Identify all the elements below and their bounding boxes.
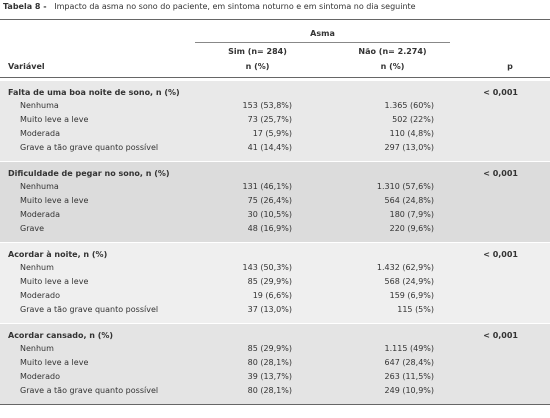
p-value: < 0,001 bbox=[483, 169, 518, 178]
cell-nao: 110 (4,8%) bbox=[389, 129, 434, 138]
cell-sim: 80 (28,1%) bbox=[247, 358, 292, 367]
col-header: p bbox=[507, 62, 513, 71]
section-background bbox=[0, 243, 550, 323]
row-label: Nenhum bbox=[20, 263, 54, 272]
cell-nao: 115 (5%) bbox=[397, 305, 434, 314]
cell-nao: 297 (13,0%) bbox=[384, 143, 434, 152]
cell-sim: 19 (6,6%) bbox=[252, 291, 292, 300]
cell-nao: 1.365 (60%) bbox=[384, 101, 434, 110]
cell-nao: 1.432 (62,9%) bbox=[376, 263, 434, 272]
cell-sim: 85 (29,9%) bbox=[247, 344, 292, 353]
rule bbox=[0, 77, 550, 78]
row-label: Muito leve a leve bbox=[20, 196, 89, 205]
cell-nao: 220 (9,6%) bbox=[389, 224, 434, 233]
caption-label: Tabela 8 - bbox=[3, 2, 47, 11]
row-label: Nenhuma bbox=[20, 182, 59, 191]
cell-sim: 73 (25,7%) bbox=[247, 115, 292, 124]
cell-nao: 647 (28,4%) bbox=[384, 358, 434, 367]
section-title: Acordar cansado, n (%) bbox=[8, 331, 114, 340]
col-header: Não (n= 2.274) bbox=[358, 47, 427, 56]
p-value: < 0,001 bbox=[483, 88, 518, 97]
cell-nao: 568 (24,9%) bbox=[384, 277, 434, 286]
rule bbox=[0, 404, 550, 405]
cell-sim: 80 (28,1%) bbox=[247, 386, 292, 395]
cell-nao: 263 (11,5%) bbox=[384, 372, 434, 381]
col-header: Sim (n= 284) bbox=[228, 47, 287, 56]
section-background bbox=[0, 324, 550, 404]
section-background bbox=[0, 162, 550, 242]
row-label: Moderada bbox=[20, 210, 60, 219]
row-label: Grave bbox=[20, 224, 45, 233]
section-title: Dificuldade de pegar no sono, n (%) bbox=[8, 169, 170, 178]
section-title: Falta de uma boa noite de sono, n (%) bbox=[8, 88, 180, 97]
cell-sim: 153 (53,8%) bbox=[242, 101, 292, 110]
row-label: Muito leve a leve bbox=[20, 358, 89, 367]
cell-sim: 48 (16,9%) bbox=[247, 224, 292, 233]
row-label: Nenhuma bbox=[20, 101, 59, 110]
row-label: Moderada bbox=[20, 129, 60, 138]
row-label: Grave a tão grave quanto possível bbox=[20, 305, 159, 314]
section-background bbox=[0, 81, 550, 161]
row-label: Nenhum bbox=[20, 344, 54, 353]
cell-sim: 143 (50,3%) bbox=[242, 263, 292, 272]
row-label: Moderado bbox=[20, 372, 60, 381]
group-header: Asma bbox=[310, 29, 335, 38]
table-caption: Tabela 8 - Impacto da asma no sono do pa… bbox=[3, 2, 416, 12]
col-unit: n (%) bbox=[380, 62, 405, 71]
col-unit: n (%) bbox=[245, 62, 270, 71]
cell-sim: 37 (13,0%) bbox=[247, 305, 292, 314]
row-label: Muito leve a leve bbox=[20, 115, 89, 124]
cell-sim: 17 (5,9%) bbox=[252, 129, 292, 138]
cell-nao: 249 (10,9%) bbox=[384, 386, 434, 395]
cell-sim: 75 (26,4%) bbox=[247, 196, 292, 205]
cell-sim: 41 (14,4%) bbox=[247, 143, 292, 152]
cell-nao: 180 (7,9%) bbox=[389, 210, 434, 219]
rule bbox=[0, 19, 550, 20]
cell-sim: 30 (10,5%) bbox=[247, 210, 292, 219]
p-value: < 0,001 bbox=[483, 331, 518, 340]
col-header: Variável bbox=[8, 62, 45, 71]
cell-nao: 1.310 (57,6%) bbox=[376, 182, 434, 191]
cell-nao: 502 (22%) bbox=[392, 115, 434, 124]
cell-nao: 159 (6,9%) bbox=[389, 291, 434, 300]
rule bbox=[195, 42, 450, 43]
row-label: Grave a tão grave quanto possível bbox=[20, 143, 159, 152]
row-label: Muito leve a leve bbox=[20, 277, 89, 286]
cell-sim: 131 (46,1%) bbox=[242, 182, 292, 191]
row-label: Grave a tão grave quanto possível bbox=[20, 386, 159, 395]
cell-nao: 1.115 (49%) bbox=[384, 344, 434, 353]
p-value: < 0,001 bbox=[483, 250, 518, 259]
row-label: Moderado bbox=[20, 291, 60, 300]
section-title: Acordar à noite, n (%) bbox=[8, 250, 108, 259]
cell-nao: 564 (24,8%) bbox=[384, 196, 434, 205]
cell-sim: 85 (29,9%) bbox=[247, 277, 292, 286]
caption-text: Impacto da asma no sono do paciente, em … bbox=[54, 2, 416, 11]
cell-sim: 39 (13,7%) bbox=[247, 372, 292, 381]
